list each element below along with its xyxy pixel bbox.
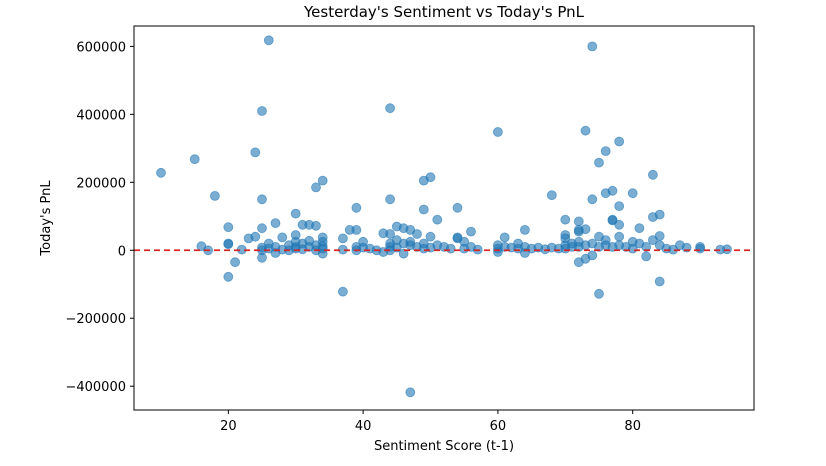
data-point bbox=[499, 232, 510, 243]
data-point bbox=[337, 286, 348, 297]
data-point bbox=[317, 175, 328, 186]
data-point bbox=[425, 172, 436, 183]
data-point bbox=[405, 387, 416, 398]
data-point bbox=[209, 190, 220, 201]
data-point bbox=[587, 194, 598, 205]
data-point bbox=[337, 233, 348, 244]
x-tick-label: 20 bbox=[220, 419, 237, 434]
data-point bbox=[614, 231, 625, 242]
y-tick-label: 600000 bbox=[76, 40, 126, 55]
data-point bbox=[654, 231, 665, 241]
data-point bbox=[412, 229, 422, 239]
data-point bbox=[385, 229, 396, 239]
data-point bbox=[311, 182, 321, 193]
data-point bbox=[263, 35, 274, 46]
data-point bbox=[385, 194, 396, 205]
x-axis-ticks: 20 40 60 80 bbox=[220, 410, 641, 434]
data-point bbox=[230, 257, 241, 268]
data-point bbox=[641, 251, 652, 262]
data-point bbox=[223, 271, 234, 282]
x-tick-label: 40 bbox=[355, 419, 372, 434]
y-tick-label: 0 bbox=[118, 244, 126, 259]
data-point bbox=[452, 202, 463, 213]
data-point bbox=[520, 224, 530, 235]
data-point bbox=[223, 239, 234, 250]
data-point bbox=[385, 103, 396, 114]
chart-title: Yesterday's Sentiment vs Today's PnL bbox=[303, 3, 585, 21]
x-tick-label: 60 bbox=[490, 419, 507, 434]
data-point bbox=[257, 106, 267, 116]
data-point bbox=[627, 188, 638, 199]
data-point bbox=[587, 250, 598, 261]
data-point bbox=[492, 127, 503, 137]
data-point bbox=[432, 214, 443, 225]
data-point bbox=[223, 222, 234, 233]
y-tick-label: 200000 bbox=[76, 176, 126, 191]
data-point bbox=[290, 208, 301, 219]
data-point bbox=[257, 194, 267, 205]
data-point bbox=[594, 157, 604, 168]
plot-area bbox=[133, 25, 755, 411]
y-tick-label: 400000 bbox=[76, 108, 126, 123]
data-point bbox=[594, 288, 604, 299]
data-point bbox=[634, 223, 645, 234]
data-point bbox=[351, 202, 362, 213]
data-point bbox=[607, 215, 618, 226]
data-point bbox=[317, 248, 328, 259]
x-tick-label: 80 bbox=[624, 419, 641, 434]
data-point bbox=[277, 232, 288, 243]
data-point bbox=[156, 167, 166, 178]
y-tick-label: −400000 bbox=[65, 380, 126, 395]
data-point bbox=[648, 169, 658, 180]
data-point bbox=[580, 224, 591, 235]
data-point bbox=[614, 219, 625, 230]
data-point bbox=[189, 154, 200, 165]
data-point bbox=[270, 218, 281, 229]
y-tick-label: −200000 bbox=[65, 312, 126, 327]
data-point bbox=[398, 248, 409, 259]
data-point bbox=[546, 190, 557, 201]
data-point bbox=[722, 244, 732, 255]
data-point bbox=[641, 241, 652, 252]
data-point bbox=[580, 125, 591, 136]
data-point bbox=[250, 231, 261, 242]
data-point bbox=[425, 231, 436, 242]
data-point bbox=[560, 214, 571, 225]
data-point bbox=[600, 146, 611, 157]
data-point bbox=[445, 243, 456, 254]
data-points bbox=[156, 35, 732, 398]
data-point bbox=[466, 226, 476, 237]
data-point bbox=[311, 220, 321, 231]
data-point bbox=[250, 147, 261, 158]
data-point bbox=[351, 224, 362, 235]
y-axis-ticks: −400000 −200000 0 200000 400000 600000 bbox=[65, 40, 134, 395]
data-point bbox=[607, 185, 618, 196]
data-point bbox=[257, 223, 267, 234]
y-axis-label: Today's PnL bbox=[39, 180, 54, 257]
x-axis-label: Sentiment Score (t-1) bbox=[374, 439, 514, 454]
data-point bbox=[614, 136, 625, 147]
data-point bbox=[654, 209, 665, 220]
data-point bbox=[573, 216, 584, 227]
data-point bbox=[418, 204, 429, 215]
data-point bbox=[614, 201, 625, 212]
data-point bbox=[587, 41, 598, 52]
data-point bbox=[654, 276, 665, 287]
data-point bbox=[257, 252, 267, 263]
data-point bbox=[695, 243, 705, 254]
